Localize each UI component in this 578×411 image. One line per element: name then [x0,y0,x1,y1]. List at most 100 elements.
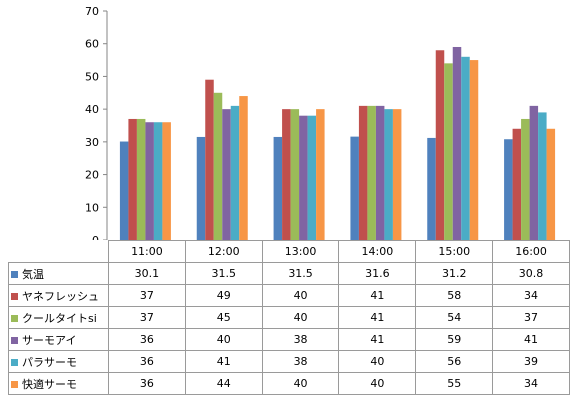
data-label: 31.6 [338,262,417,285]
table-row: ヤネフレッシュ 37 49 40 41 58 34 [8,284,570,307]
bar [358,105,368,240]
data-label: 34 [492,372,570,395]
bar [350,136,359,240]
data-label: 40 [338,350,417,373]
bar [367,105,376,240]
data-label: 55 [415,372,494,395]
y-tick-label: 10 [85,201,99,214]
bar [452,46,462,240]
data-label: 31.5 [184,262,263,285]
bar [392,109,402,240]
data-label: 31.5 [261,262,340,285]
bar [529,105,539,240]
bar [128,118,137,240]
series-name: ヤネフレッシュ [22,289,99,303]
data-label: 40 [261,284,340,307]
table-row: 気温 30.1 31.5 31.5 31.6 31.2 30.8 [8,262,570,285]
data-label: 37 [492,306,570,329]
data-label: 41 [338,306,417,329]
table-row: サーモアイ 36 40 38 41 59 41 [8,328,570,351]
x-tick-label: 15:00 [415,240,494,263]
data-label: 40 [261,306,340,329]
bar [145,122,154,240]
data-label: 41 [338,328,417,351]
y-tick-label: 70 [85,5,99,18]
y-tick-label: 20 [85,169,99,182]
series-name: 気温 [22,267,44,281]
bar [427,137,436,240]
data-label: 41 [492,328,570,351]
table-row: パラサーモ 36 41 38 40 56 39 [8,350,570,373]
bar [119,141,129,240]
data-label: 38 [261,350,340,373]
table-header-row: 11:00 12:00 13:00 14:00 15:00 16:00 [8,240,570,263]
data-label: 45 [184,306,263,329]
table-row: クールタイトsi 37 45 40 41 54 37 [8,306,570,329]
bar [538,112,547,240]
bar [469,60,479,240]
series-name: 快適サーモ [22,377,77,391]
data-label: 39 [492,350,570,373]
legend-swatch [11,336,18,344]
y-tick-label: 50 [85,70,99,83]
bar [307,115,317,240]
bar [230,105,240,240]
legend-swatch [11,270,18,278]
bar [213,92,223,240]
data-label: 36 [108,372,186,395]
bar [153,122,163,240]
data-label: 59 [415,328,494,351]
legend-entry: クールタイトsi [8,306,109,329]
bar [136,118,146,240]
x-tick-label: 13:00 [261,240,340,263]
x-tick-label: 16:00 [492,240,570,263]
bar-chart: 0 10 20 30 40 50 60 70 [85,5,556,240]
bar [512,128,522,240]
bar [504,139,513,240]
data-label: 34 [492,284,570,307]
data-label: 40 [261,372,340,395]
legend-entry: 気温 [8,262,109,285]
y-tick-label: 60 [85,38,99,51]
bar [282,109,291,240]
legend-entry: サーモアイ [8,328,109,351]
bar [521,118,530,240]
data-label: 30.1 [108,262,186,285]
series-name: クールタイトsi [22,311,97,325]
x-tick-label: 14:00 [338,240,417,263]
data-label: 36 [108,328,186,351]
legend-entry: 快適サーモ [8,372,109,395]
data-label: 41 [338,284,417,307]
y-tick-label: 30 [85,136,99,149]
bar [546,128,556,240]
data-label: 49 [184,284,263,307]
bar [290,109,300,240]
data-label: 37 [108,284,186,307]
legend-swatch [11,314,18,322]
bar [196,136,206,240]
bar [222,109,231,240]
bar [384,109,393,240]
data-table: 11:00 12:00 13:00 14:00 15:00 16:00 気温 30.1 31.5… [8,240,570,395]
y-tick-label: 0 [92,234,99,240]
data-label: 30.8 [492,262,570,285]
legend-entry: ヤネフレッシュ [8,284,109,307]
table-row: 快適サーモ 36 44 40 40 55 34 [8,372,570,395]
series-name: サーモアイ [22,333,77,347]
legend-swatch [11,292,18,300]
bar [239,96,248,240]
bar [162,122,171,240]
data-label: 56 [415,350,494,373]
bar [435,50,445,240]
table-corner [8,240,109,263]
bar [316,109,325,240]
bar [273,136,283,240]
data-label: 40 [184,328,263,351]
data-label: 54 [415,306,494,329]
data-label: 37 [108,306,186,329]
data-label: 31.2 [415,262,494,285]
y-tick-label: 40 [85,103,99,116]
data-label: 38 [261,328,340,351]
series-name: パラサーモ [22,355,77,369]
bar [461,56,470,240]
